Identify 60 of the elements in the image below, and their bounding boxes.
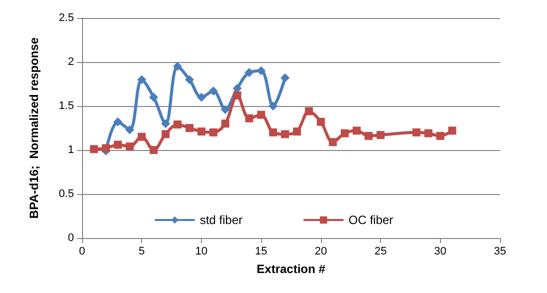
y-tick-label: 0.5 bbox=[58, 188, 74, 200]
point bbox=[221, 120, 230, 128]
point bbox=[125, 125, 134, 134]
x-tick-label: 5 bbox=[138, 246, 145, 258]
point bbox=[90, 145, 98, 154]
point bbox=[448, 126, 456, 135]
x-axis-title: Extraction # bbox=[256, 262, 326, 276]
point bbox=[292, 128, 301, 136]
point bbox=[328, 138, 337, 146]
point bbox=[149, 92, 158, 102]
point bbox=[185, 124, 194, 132]
point bbox=[281, 130, 290, 138]
point bbox=[245, 114, 254, 122]
x-tick-label: 10 bbox=[195, 246, 208, 258]
point bbox=[162, 130, 170, 138]
x-tick-label: 30 bbox=[434, 246, 446, 258]
point bbox=[364, 132, 373, 140]
point bbox=[269, 128, 278, 136]
legend-label: std fiber bbox=[200, 213, 243, 227]
point bbox=[150, 146, 158, 154]
point bbox=[268, 102, 278, 110]
point bbox=[114, 140, 122, 149]
x-tick-label: 20 bbox=[314, 246, 327, 258]
y-tick-label: 1 bbox=[68, 144, 74, 156]
point bbox=[137, 75, 146, 84]
point bbox=[208, 86, 218, 96]
point bbox=[280, 73, 290, 82]
point bbox=[102, 144, 110, 152]
x-tick-label: 25 bbox=[374, 246, 387, 258]
point bbox=[173, 62, 182, 71]
point bbox=[220, 105, 230, 114]
point bbox=[257, 110, 266, 119]
legend-label: OC fiber bbox=[348, 213, 394, 227]
point bbox=[174, 120, 182, 128]
point bbox=[304, 107, 313, 116]
point bbox=[340, 129, 349, 138]
point bbox=[197, 128, 206, 136]
y-tick-label: 1.5 bbox=[58, 100, 74, 112]
x-tick-label: 35 bbox=[494, 246, 506, 258]
point bbox=[138, 132, 146, 141]
y-tick-label: 2 bbox=[68, 56, 74, 68]
point bbox=[184, 75, 194, 84]
point bbox=[424, 129, 432, 138]
point bbox=[352, 126, 361, 135]
point bbox=[196, 92, 206, 102]
x-tick-label: 15 bbox=[255, 246, 268, 258]
point bbox=[161, 119, 170, 128]
point bbox=[126, 142, 134, 150]
point bbox=[244, 68, 254, 78]
point bbox=[376, 131, 385, 140]
point bbox=[412, 128, 420, 136]
point bbox=[113, 117, 122, 126]
point bbox=[436, 132, 444, 140]
point bbox=[209, 128, 218, 136]
y-tick-label: 2.5 bbox=[58, 12, 74, 24]
x-tick-label: 0 bbox=[78, 246, 86, 258]
point bbox=[233, 91, 242, 100]
y-axis-title: BPA-d16; Normalized response bbox=[27, 37, 41, 219]
point bbox=[316, 118, 325, 126]
y-tick-label: 0 bbox=[68, 232, 74, 244]
